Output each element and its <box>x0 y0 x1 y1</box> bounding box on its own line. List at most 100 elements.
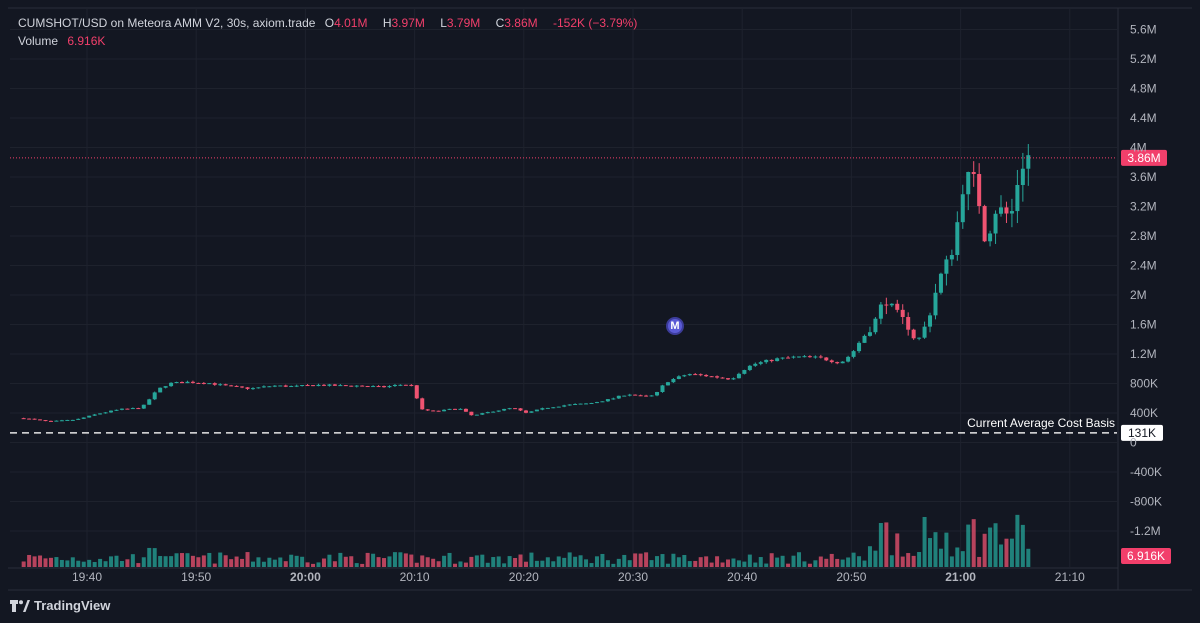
candle-body <box>207 383 212 385</box>
volume-bar <box>928 538 933 567</box>
volume-bar <box>551 561 556 567</box>
candle-body <box>534 409 539 412</box>
candle-body <box>715 376 720 378</box>
volume-bar <box>480 554 485 567</box>
volume-bar <box>660 554 665 567</box>
candle-body <box>529 411 534 413</box>
low-value: 3.79M <box>446 16 481 30</box>
tradingview-icon <box>10 599 30 612</box>
volume-bar <box>764 563 769 567</box>
candle-body <box>212 383 217 385</box>
volume-bar <box>371 553 376 567</box>
candle-body <box>92 414 97 416</box>
volume-bar <box>578 555 583 567</box>
candle-body <box>742 370 747 374</box>
volume-bar <box>392 552 397 567</box>
overlays: 3.86M Current Average Cost Basis 131K 6.916… <box>10 149 1171 564</box>
tradingview-logo[interactable]: TradingView <box>10 598 110 613</box>
candle-body <box>578 403 583 405</box>
candle-body <box>21 418 26 420</box>
volume-bar <box>895 533 900 567</box>
volume-bar <box>420 555 425 567</box>
candle-body <box>327 384 332 386</box>
candle-body <box>895 303 900 310</box>
volume-bar <box>726 559 731 567</box>
volume-bar <box>496 556 501 567</box>
migration-marker[interactable]: M <box>666 317 684 335</box>
volume-bar <box>616 558 621 567</box>
volume-bar <box>835 558 840 567</box>
candle-body <box>229 385 234 387</box>
volume-bar <box>136 563 141 567</box>
volume-bar <box>605 560 610 567</box>
candle-body <box>824 357 829 361</box>
candle-body <box>835 362 840 364</box>
volume-bar <box>398 552 403 567</box>
volume-bar <box>76 560 81 567</box>
candle-body <box>300 385 305 387</box>
candle-body <box>76 418 81 420</box>
volume-bar <box>736 560 741 567</box>
candle-body <box>622 395 627 397</box>
change-value: -152K (−3.79%) <box>552 16 638 30</box>
cost-basis-label: Current Average Cost Basis <box>967 416 1115 430</box>
candle-body <box>409 384 414 386</box>
volume-bar <box>300 556 305 567</box>
candle-body <box>354 385 359 387</box>
candle-body <box>949 255 954 260</box>
candle-body <box>431 410 436 412</box>
volume-bar <box>562 557 567 567</box>
candle-body <box>256 387 261 389</box>
candle-body <box>813 356 818 358</box>
candle-body <box>955 222 960 256</box>
candle-body <box>360 385 365 387</box>
volume-bar <box>933 532 938 567</box>
candle-body <box>540 408 545 410</box>
volume-bar <box>584 559 589 567</box>
candle-body <box>496 410 501 412</box>
volume-bar <box>878 522 883 567</box>
candle-body <box>185 381 190 384</box>
volume-bar <box>988 527 993 567</box>
volume-bar <box>387 556 392 567</box>
candle-body <box>944 259 949 274</box>
volume-bar <box>627 560 632 567</box>
candle-body <box>660 385 665 393</box>
y-tick-label: 3.2M <box>1130 200 1157 214</box>
volume-bar <box>889 555 894 567</box>
last-price-badge-text: 3.86M <box>1127 151 1160 165</box>
volume-bar <box>103 561 108 567</box>
volume-bar <box>163 556 168 567</box>
candle-body <box>392 384 397 387</box>
volume-bar <box>59 559 64 567</box>
volume-bar <box>109 556 114 567</box>
volume-bar <box>573 556 578 567</box>
volume-bar <box>600 553 605 567</box>
volume-bar <box>442 555 447 567</box>
volume-bar <box>21 561 26 567</box>
candle-body <box>174 382 179 384</box>
volume-bar <box>922 516 927 567</box>
volume-bar <box>671 553 676 567</box>
candle-body <box>343 385 348 387</box>
candle-body <box>698 374 703 376</box>
candle-body <box>109 410 114 413</box>
candle-body <box>223 384 228 386</box>
candle-body <box>349 385 354 387</box>
candle-body <box>665 382 670 386</box>
y-tick-label: 1.6M <box>1130 318 1157 332</box>
volume-bar <box>207 552 212 567</box>
candle-body <box>523 410 528 413</box>
volume-badge-text: 6.916K <box>1127 549 1165 563</box>
candle-body <box>283 385 288 387</box>
volume-bar <box>70 557 75 567</box>
volume-bar <box>594 556 599 567</box>
volume-bar <box>507 556 512 567</box>
candle-body <box>786 357 791 359</box>
candle-body <box>605 399 610 402</box>
volume-bar <box>250 561 255 567</box>
volume-bar <box>125 559 130 567</box>
candle-body <box>627 394 632 396</box>
open-value: 4.01M <box>334 16 368 30</box>
